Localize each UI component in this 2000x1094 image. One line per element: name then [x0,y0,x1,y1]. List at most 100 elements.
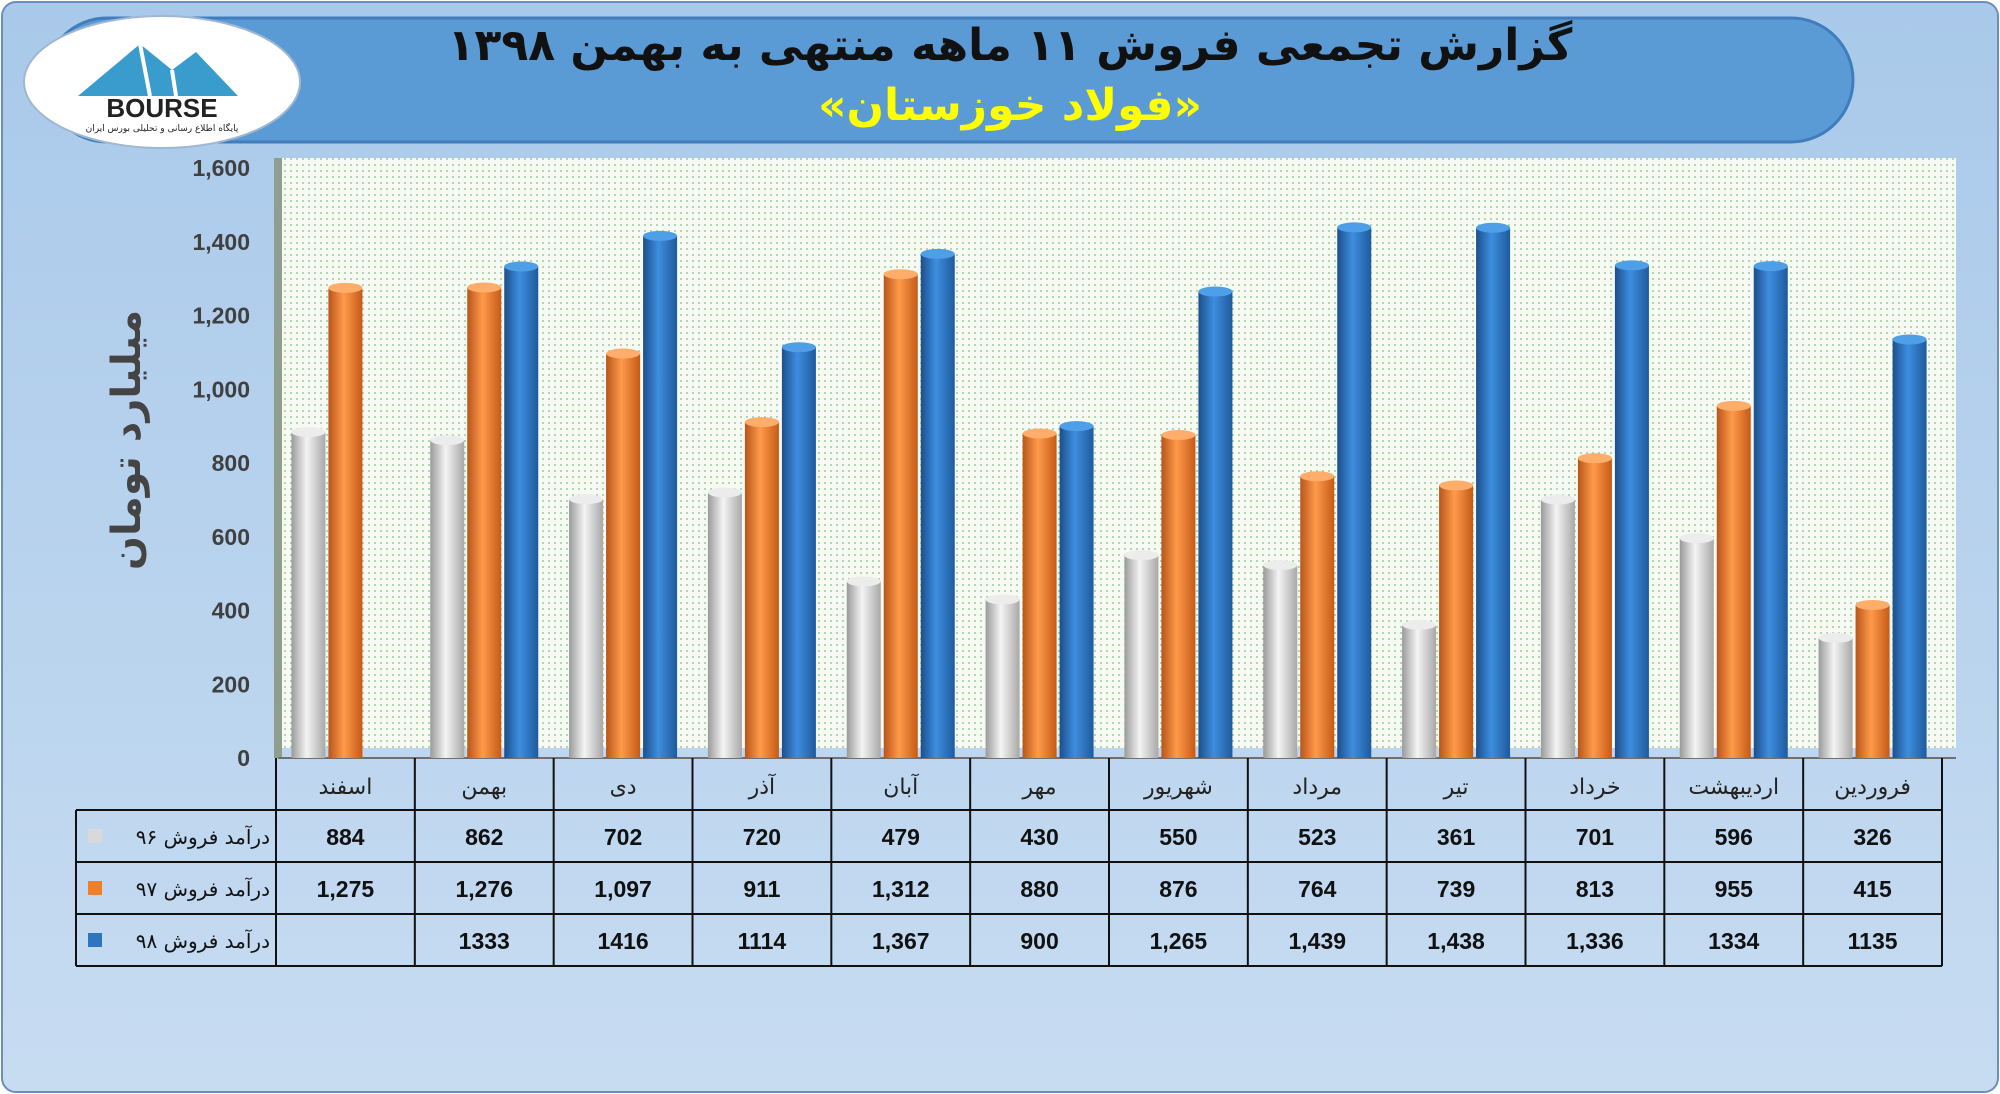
bar-cap [1439,480,1474,491]
category-label: خرداد [1569,775,1620,800]
bar-96 [985,599,1020,758]
table-cell-value: 720 [743,824,781,850]
bar-96 [1679,538,1714,758]
bar-96 [430,440,465,758]
category-label: آذر [748,773,776,800]
table-cell-value: 1,265 [1150,928,1208,954]
plot-area [278,158,1956,748]
bar-97 [467,287,502,758]
bar-98 [1059,426,1094,758]
bar-cap [643,230,678,241]
table-cell-value: 911 [743,876,780,902]
category-label: تیر [1443,775,1469,800]
legend-swatch [88,933,102,947]
legend-swatch [88,829,102,843]
table-cell-value: 1334 [1708,928,1759,954]
bar-96 [1263,565,1298,758]
bar-96 [1540,499,1575,758]
table-cell-value: 326 [1853,824,1891,850]
bar-96 [569,499,604,758]
bar-cap [1059,421,1094,432]
table-cell-value: 764 [1298,876,1337,902]
bar-98 [643,235,678,759]
bar-97 [744,422,779,758]
series-label: درآمد فروش ۹۶ [136,824,270,849]
bar-cap [1614,260,1649,271]
bar-cap [291,427,326,438]
legend-swatch [88,881,102,895]
bar-96 [1818,637,1853,758]
bar-97 [328,287,363,758]
bar-cap [1679,533,1714,544]
bar-97 [1577,458,1612,758]
plot-side-wall [274,158,282,758]
bar-cap [1124,550,1159,561]
table-cell-value: 813 [1576,876,1614,902]
bar-98 [1892,339,1927,758]
bar-cap [1753,261,1788,272]
table-cell-value: 884 [326,824,365,850]
table-cell-value: 1135 [1848,928,1898,954]
bar-cap [1540,494,1575,505]
bar-cap [1263,560,1298,571]
logo-mountain-icon [78,44,238,96]
table-cell-value: 1114 [738,928,787,954]
bar-98 [1476,227,1511,759]
category-label: فروردین [1834,775,1911,800]
category-label: آبان [883,773,919,800]
bar-97 [1855,604,1890,758]
table-cell-value: 862 [465,824,503,850]
table-cell-value: 900 [1020,928,1058,954]
table-cell-value: 1,336 [1566,928,1624,954]
bar-98 [1198,291,1233,758]
bar-cap [1818,632,1853,643]
table-cell-value: 430 [1020,824,1058,850]
bar-cap [920,248,955,259]
table-cell-value: 880 [1020,876,1058,902]
bar-98 [504,266,539,758]
bar-98 [1614,265,1649,758]
table-cell-value: 596 [1715,824,1753,850]
category-label: اردیبهشت [1688,775,1779,800]
bar-cap [1577,453,1612,464]
bar-98 [781,347,816,758]
bar-cap [883,269,918,280]
y-tick-label: 0 [237,745,250,771]
y-tick-label: 1,000 [192,376,250,402]
bar-cap [1855,599,1890,610]
table-cell-value: 1,439 [1288,928,1346,954]
table-cell-value: 1416 [597,928,648,954]
bar-cap [1892,334,1927,345]
y-tick-label: 600 [212,524,250,550]
bar-cap [1198,286,1233,297]
series-label: درآمد فروش ۹۸ [136,928,270,953]
bar-cap [781,342,816,353]
table-cell-value: 702 [604,824,642,850]
bar-96 [1402,624,1437,758]
bourse-logo: BOURSE پایگاه اطلاع رسانی و تحلیلی بورس … [23,15,301,149]
category-label: دی [610,775,637,800]
logo-tagline: پایگاه اطلاع رسانی و تحلیلی بورس ایران [86,122,239,134]
table-cell-value: 361 [1437,824,1476,850]
table-cell-value: 876 [1159,876,1197,902]
bar-97 [1716,405,1751,758]
bar-cap [1476,222,1511,233]
table-cell-value: 1,097 [594,876,652,902]
bar-97 [1022,433,1057,758]
bar-97 [1161,434,1196,758]
bar-cap [569,494,604,505]
bar-cap [1337,222,1372,233]
bar-98 [1753,266,1788,758]
table-cell-value: 1,438 [1427,928,1485,954]
bar-cap [1402,619,1437,630]
bar-cap [985,594,1020,605]
bar-cap [467,282,502,293]
table-cell-value: 523 [1298,824,1336,850]
chart-subtitle: «فولاد خوزستان» [818,80,1202,131]
table-cell-value: 701 [1576,824,1615,850]
bar-cap [1161,429,1196,440]
category-label: اسفند [318,775,372,800]
bar-cap [606,348,641,359]
table-cell-value: 1,312 [872,876,930,902]
